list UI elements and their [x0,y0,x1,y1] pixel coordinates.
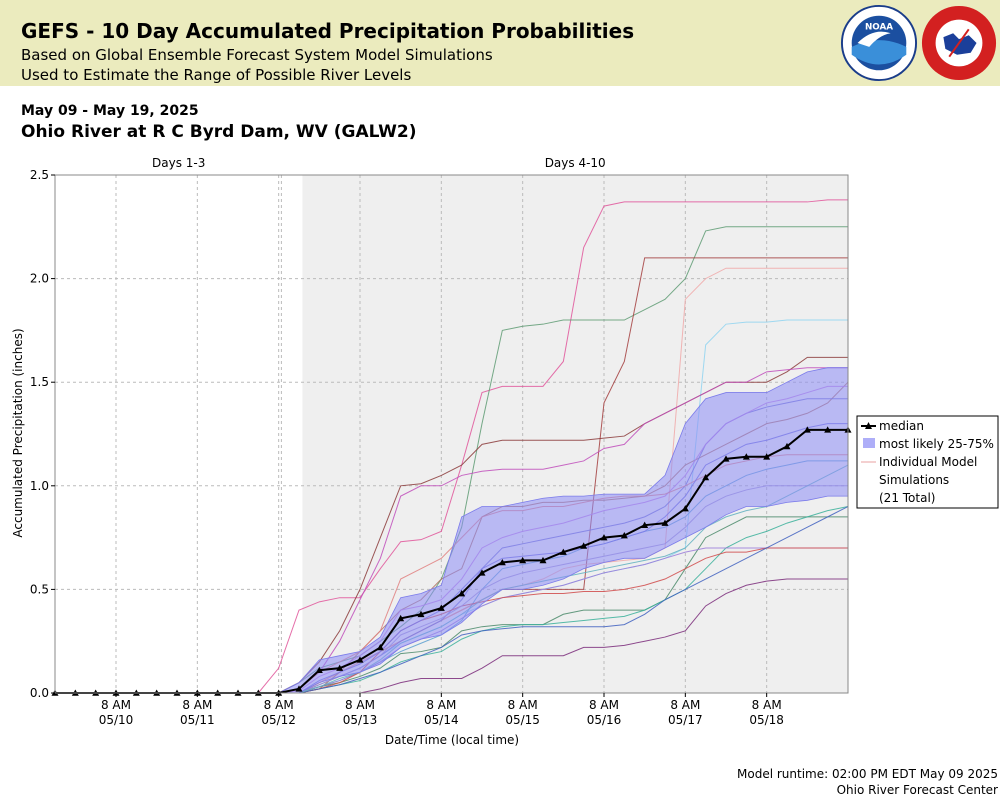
x-tick-label-time: 8 AM [101,698,131,712]
median-marker [315,666,323,674]
svg-text:NOAA: NOAA [865,22,893,32]
period-label: Days 1-3 [152,156,205,170]
legend: median most likely 25-75% Individual Mod… [856,415,999,509]
legend-total: (21 Total) [879,491,935,505]
period-labels: Days 1-3 Days 4-10 [152,156,606,170]
median-marker [742,453,750,460]
banner-subtitle-line2: Used to Estimate the Range of Possible R… [21,66,412,84]
x-tick-label-date: 05/18 [749,713,784,727]
banner-title: GEFS - 10 Day Accumulated Precipitation … [21,19,635,43]
median-marker [539,556,547,564]
header-banner: GEFS - 10 Day Accumulated Precipitation … [0,0,1000,86]
x-tick-label-date: 05/12 [261,713,296,727]
median-marker [661,519,669,526]
y-tick-label: 2.0 [30,272,49,286]
y-tick-label: 2.5 [30,168,49,182]
x-tick-label-date: 05/10 [99,713,134,727]
median-marker [417,610,425,618]
x-tick-label-date: 05/11 [180,713,215,727]
x-tick-label-date: 05/14 [424,713,459,727]
noaa-logo: NOAA [840,4,918,82]
median-marker [295,685,303,692]
median-marker [519,556,527,564]
period-label: Days 4-10 [545,156,606,170]
legend-individual-model: Individual Model [879,455,977,469]
x-tick-label-time: 8 AM [670,698,700,712]
median-marker [763,453,771,460]
median-marker [620,532,628,539]
x-tick-label-time: 8 AM [182,698,212,712]
x-tick-label-date: 05/17 [668,713,703,727]
median-marker [376,643,384,651]
median-marker [803,426,811,433]
x-tick-label-date: 05/16 [587,713,622,727]
banner-subtitle-line1: Based on Global Ensemble Forecast System… [21,46,493,64]
y-tick-label: 0.0 [30,686,49,700]
y-tick-label: 1.0 [30,479,49,493]
median-marker [600,534,608,541]
station-name: Ohio River at R C Byrd Dam, WV (GALW2) [21,122,417,142]
legend-median: median [879,419,924,433]
national-weather-service-logo [921,5,997,81]
y-tick-label: 0.5 [30,582,49,596]
median-marker [336,664,344,671]
y-axis-label: Accumulated Precipitation (inches) [11,328,25,537]
y-tick-label: 1.5 [30,375,49,389]
x-tick-label-date: 05/13 [343,713,378,727]
y-axis: 0.0 0.5 1.0 1.5 2.0 2.5 [30,168,55,700]
x-tick-label-time: 8 AM [426,698,456,712]
median-marker [783,442,791,450]
x-tick-label-date: 05/15 [505,713,540,727]
x-tick-label-time: 8 AM [589,698,619,712]
median-marker [681,505,689,512]
x-tick-label-time: 8 AM [345,698,375,712]
legend-simulations: Simulations [879,473,949,487]
legend-likely-range: most likely 25-75% [879,437,994,451]
median-marker [824,426,832,433]
x-tick-label-time: 8 AM [508,698,538,712]
x-tick-label-time: 8 AM [752,698,782,712]
forecast-center: Ohio River Forecast Center [836,783,998,797]
median-marker [722,455,730,462]
median-marker [641,521,649,528]
median-marker [478,569,486,576]
median-marker [458,590,466,597]
median-marker [437,604,445,611]
median-marker [702,474,710,481]
plot-border [54,174,849,694]
x-axis-label: Date/Time (local time) [385,733,519,747]
median-marker [580,542,588,549]
median-marker [559,548,567,555]
median-marker [397,614,405,622]
median-marker [356,656,364,663]
date-range: May 09 - May 19, 2025 [21,103,199,119]
model-runtime: Model runtime: 02:00 PM EDT May 09 2025 [737,767,998,781]
median-marker [498,558,506,566]
x-tick-label-time: 8 AM [264,698,294,712]
